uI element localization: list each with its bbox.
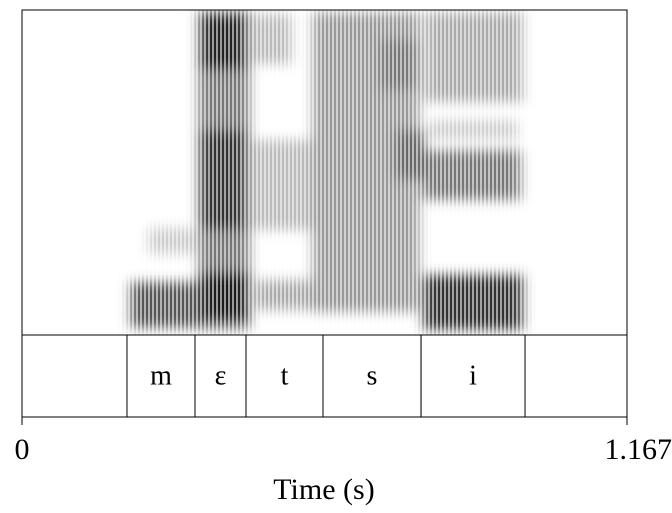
segment-label: t (281, 360, 289, 391)
segment-label: s (367, 360, 378, 391)
spectrogram (22, 10, 627, 335)
x-tick-label: 0 (15, 433, 30, 466)
segment-label: ɛ (215, 360, 227, 391)
x-tick-label: 1.167 (605, 433, 672, 466)
segment-label: i (469, 360, 477, 391)
segment-label: m (150, 360, 172, 391)
frame (21, 9, 628, 418)
x-axis-label: Time (s) (273, 473, 374, 506)
